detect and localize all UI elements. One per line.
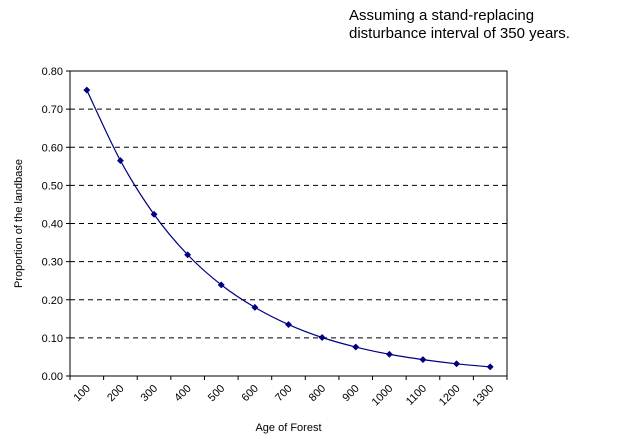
y-tick-label: 0.70 bbox=[42, 104, 63, 116]
annotation-line-1: Assuming a stand-replacing bbox=[349, 7, 535, 24]
x-tick-label: 300 bbox=[139, 383, 160, 404]
data-point bbox=[419, 356, 427, 364]
data-point bbox=[251, 303, 259, 311]
data-point bbox=[184, 251, 192, 259]
data-point bbox=[453, 360, 461, 368]
x-tick-label: 500 bbox=[206, 383, 227, 404]
data-point bbox=[284, 320, 293, 329]
data-point bbox=[385, 350, 393, 358]
x-tick-label: 1200 bbox=[437, 383, 463, 409]
data-point bbox=[83, 86, 91, 94]
annotation-line-2: disturbance interval of 350 years. bbox=[349, 25, 570, 42]
y-axis-title: Proportion of the landbase bbox=[13, 159, 25, 288]
y-tick-label: 0.60 bbox=[42, 142, 63, 154]
x-tick-label: 1300 bbox=[471, 383, 497, 409]
data-point bbox=[486, 363, 494, 371]
y-tick-label: 0.00 bbox=[42, 371, 63, 383]
x-tick-label: 900 bbox=[340, 383, 361, 404]
y-tick-label: 0.40 bbox=[42, 219, 63, 231]
data-point bbox=[318, 333, 326, 342]
y-tick-label: 0.20 bbox=[42, 295, 63, 307]
x-tick-label: 1100 bbox=[404, 383, 429, 408]
data-point bbox=[150, 210, 158, 218]
x-axis-title: Age of Forest bbox=[255, 422, 321, 434]
data-point bbox=[217, 281, 225, 289]
x-tick-label: 700 bbox=[273, 383, 294, 404]
data-point bbox=[352, 343, 360, 351]
y-tick-label: 0.50 bbox=[42, 180, 63, 192]
x-tick-label: 400 bbox=[172, 383, 193, 404]
chart-annotation: Assuming a stand-replacing disturbance i… bbox=[349, 7, 624, 43]
x-tick-label: 1000 bbox=[370, 383, 396, 409]
x-tick-label: 200 bbox=[105, 383, 126, 404]
y-tick-label: 0.30 bbox=[42, 257, 63, 269]
y-tick-label: 0.10 bbox=[42, 333, 63, 345]
x-tick-label: 100 bbox=[71, 383, 92, 404]
x-tick-label: 800 bbox=[307, 383, 328, 404]
x-tick-label: 600 bbox=[240, 383, 261, 404]
data-point bbox=[116, 157, 124, 165]
y-tick-label: 0.80 bbox=[42, 66, 63, 78]
